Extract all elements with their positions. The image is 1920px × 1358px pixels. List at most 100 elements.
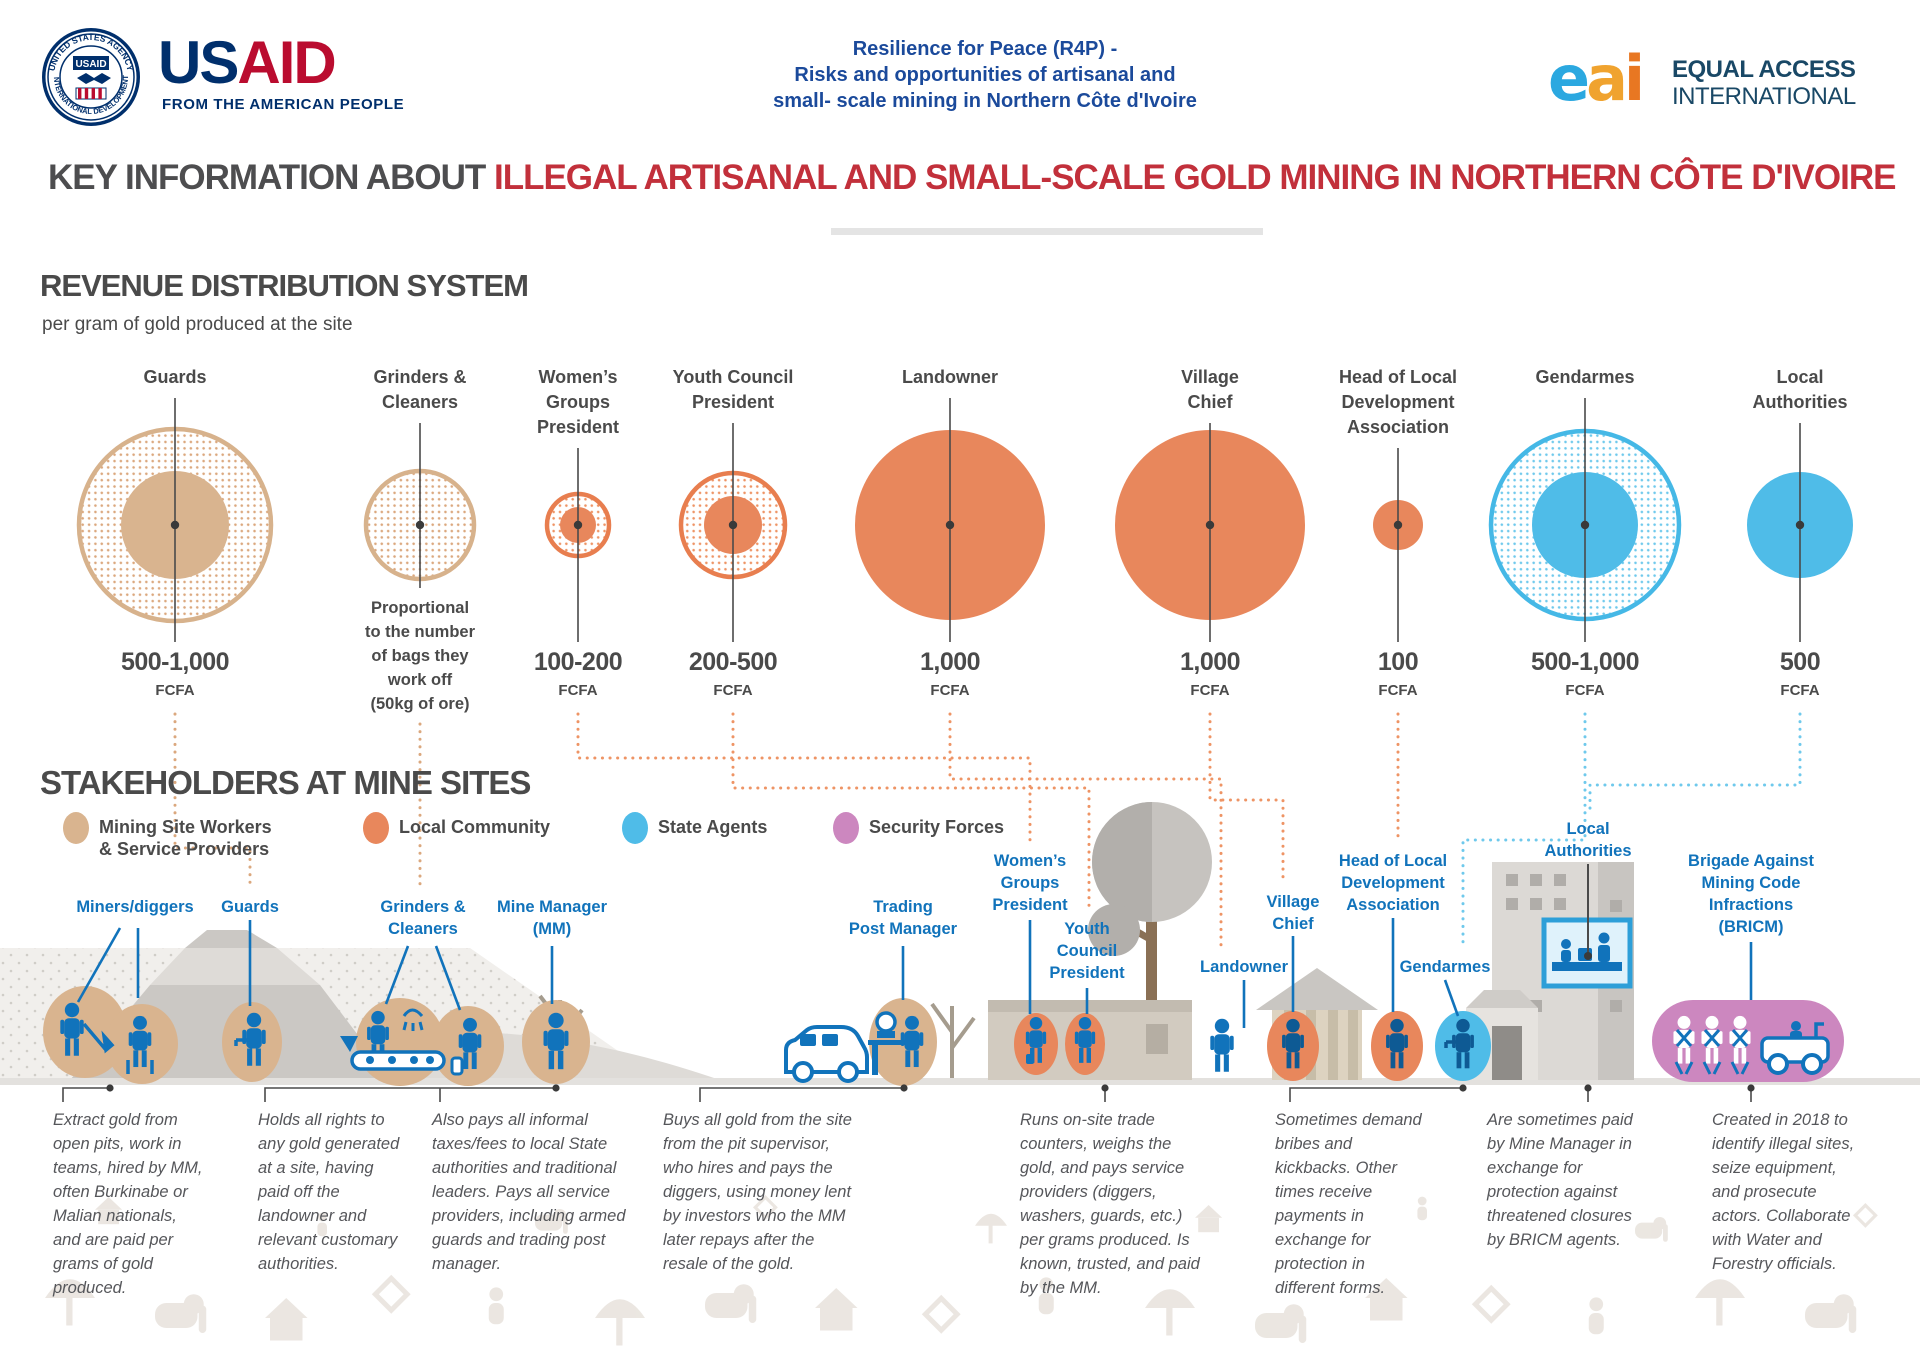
pattern-elephant-icon bbox=[535, 1209, 568, 1234]
bubble-unit-8: FCFA bbox=[1780, 682, 1820, 699]
scene-label-8: Village Chief bbox=[1266, 893, 1320, 933]
bag-icon bbox=[1026, 1054, 1034, 1064]
miner-icon bbox=[60, 1002, 84, 1056]
bubble-value-6: 100 bbox=[1377, 648, 1419, 676]
scene-label-6: Youth Council President bbox=[1049, 920, 1125, 982]
grinders-circle bbox=[356, 998, 444, 1086]
eai-name-line2: INTERNATIONAL bbox=[1672, 83, 1856, 110]
usaid-wordmark: USAID bbox=[158, 28, 337, 97]
pattern-person-icon bbox=[1588, 1297, 1604, 1335]
mine-manager-icon bbox=[543, 1012, 569, 1070]
scale-icon bbox=[868, 1011, 920, 1075]
pattern-hut-icon bbox=[265, 1298, 308, 1341]
pattern-hut-icon bbox=[1365, 1278, 1408, 1321]
stakeholder-description-4: Runs on-site trade counters, weighs the … bbox=[1020, 1111, 1200, 1297]
stakeholder-description-0: Extract gold from open pits, work in tea… bbox=[53, 1111, 203, 1297]
label-line-4 bbox=[434, 945, 462, 1011]
pattern-hut-icon bbox=[95, 1197, 123, 1225]
pattern-hut-icon bbox=[815, 1288, 858, 1331]
van-icon bbox=[784, 1025, 869, 1083]
pattern-elephant-icon bbox=[1805, 1294, 1857, 1333]
stakeholders-section-title: STAKEHOLDERS AT MINE SITES bbox=[40, 764, 531, 801]
stakeholder-description-7: Created in 2018 to identify illegal site… bbox=[1712, 1111, 1855, 1273]
bubble-1 bbox=[363, 423, 477, 588]
pattern-person-icon bbox=[1038, 1277, 1054, 1315]
miners-circle bbox=[43, 986, 127, 1078]
pattern-diamond-icon bbox=[371, 1274, 411, 1314]
pattern-diamond-icon bbox=[921, 1294, 961, 1334]
cleaner-icon bbox=[458, 1017, 482, 1070]
pattern-elephant-icon bbox=[155, 1294, 207, 1333]
legend-dot-2 bbox=[622, 812, 648, 844]
bubble-label-2: Women’s Groups President bbox=[536, 367, 620, 437]
label-line-0 bbox=[76, 927, 122, 1003]
pattern-tree-icon bbox=[45, 1279, 95, 1326]
soldier-straps-icon bbox=[1730, 1029, 1750, 1075]
gendarme-gun-icon bbox=[1444, 1040, 1460, 1048]
pattern-elephant-icon bbox=[1635, 1217, 1668, 1242]
pattern-hut-icon bbox=[1195, 1205, 1223, 1233]
seal-usaid-label: USAID bbox=[75, 59, 106, 70]
bucket-icon bbox=[450, 1056, 464, 1076]
title-divider bbox=[831, 228, 1263, 235]
usaid-tagline: FROM THE AMERICAN PEOPLE bbox=[162, 96, 405, 113]
pattern-tree-icon bbox=[595, 1299, 645, 1346]
digger-icon bbox=[128, 1015, 152, 1068]
shower-icon bbox=[402, 1008, 424, 1031]
scene-label-5: Women’s Groups President bbox=[992, 852, 1068, 914]
legend-label-0: Mining Site Workers & Service Providers bbox=[99, 817, 272, 859]
scene-label-4: Trading Post Manager bbox=[848, 898, 958, 938]
chart-connector-0 bbox=[173, 712, 252, 888]
pattern-tree-icon bbox=[975, 1213, 1007, 1244]
desc-dot-0 bbox=[106, 1084, 114, 1092]
eai-letter-e: e bbox=[1548, 42, 1590, 115]
bubble-value-8: 500 bbox=[1779, 648, 1821, 676]
bubble-unit-0: FCFA bbox=[155, 682, 195, 699]
bubble-label-7: Gendarmes bbox=[1535, 367, 1635, 387]
page-title-highlight: ILLEGAL ARTISANAL AND SMALL-SCALE GOLD M… bbox=[493, 158, 1896, 197]
bubble-label-6: Head of Local Development Association bbox=[1338, 367, 1458, 437]
guard-icon bbox=[242, 1012, 266, 1066]
pattern-diamond-icon bbox=[1471, 1284, 1511, 1324]
project-title: Resilience for Peace (R4P) - Risks and o… bbox=[773, 38, 1197, 112]
desc-bracket-2 bbox=[699, 1087, 904, 1102]
scene-label-1: Guards bbox=[221, 898, 279, 916]
desc-bracket-0 bbox=[62, 1087, 110, 1102]
scene-label-12: Brigade Against Mining Code Infractions … bbox=[1688, 852, 1814, 936]
legend-dot-0 bbox=[63, 812, 89, 844]
desc-dot-4 bbox=[1459, 1084, 1467, 1092]
bubble-5 bbox=[1115, 423, 1305, 642]
pattern-person-icon bbox=[1417, 1196, 1427, 1221]
label-line-12 bbox=[1443, 979, 1460, 1017]
pattern-person-icon bbox=[488, 1287, 504, 1325]
soldier-straps-icon bbox=[1674, 1029, 1694, 1075]
chart-connector-8 bbox=[1588, 712, 1802, 812]
bubble-2 bbox=[544, 448, 612, 642]
bubble-label-4: Landowner bbox=[901, 367, 998, 387]
legend-label-1: Local Community bbox=[399, 817, 551, 837]
bubble-label-0: Guards bbox=[143, 367, 207, 387]
page-title-prefix: KEY INFORMATION ABOUT bbox=[48, 158, 494, 197]
conveyor-icon bbox=[340, 1036, 446, 1071]
bubble-value-3: 200-500 bbox=[688, 648, 778, 676]
eai-name: EQUAL ACCESS INTERNATIONAL bbox=[1672, 56, 1856, 110]
eai-letter-a: a bbox=[1586, 42, 1628, 115]
bubble-note-1: Proportional to the number of bags they … bbox=[365, 599, 475, 713]
legend-dot-3 bbox=[833, 812, 859, 844]
bubble-6 bbox=[1373, 448, 1423, 642]
bubble-value-4: 1,000 bbox=[919, 648, 981, 676]
bubble-unit-4: FCFA bbox=[930, 682, 970, 699]
pattern-diamond-icon bbox=[1852, 1202, 1878, 1228]
usaid-wordmark-us: US bbox=[158, 29, 239, 96]
pattern-tree-icon bbox=[1145, 1289, 1195, 1336]
pattern-person-icon bbox=[317, 1212, 327, 1237]
stakeholder-description-5: Sometimes demand bribes and kickbacks. O… bbox=[1275, 1111, 1422, 1297]
eai-letter-i: i bbox=[1623, 42, 1645, 115]
stakeholder-description-3: Buys all gold from the site from the pit… bbox=[663, 1111, 852, 1273]
landowner-icon bbox=[1210, 1018, 1234, 1072]
tree-icon bbox=[1088, 802, 1212, 1080]
chart-connector-2 bbox=[576, 712, 1032, 844]
scene-label-10: Gendarmes bbox=[1399, 958, 1491, 976]
